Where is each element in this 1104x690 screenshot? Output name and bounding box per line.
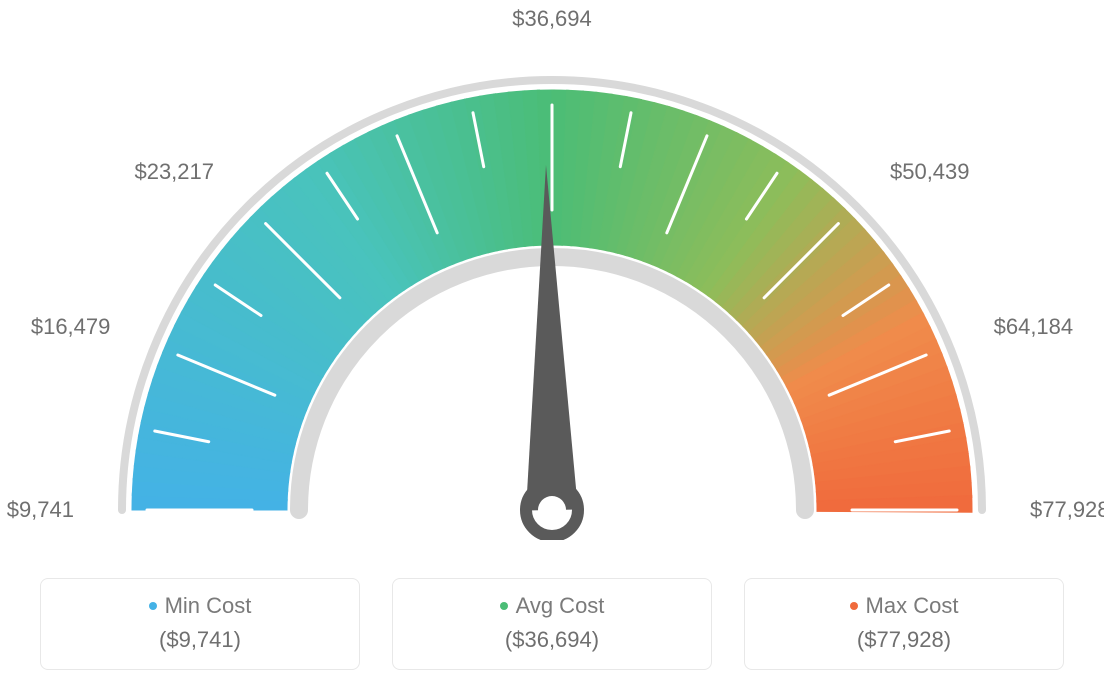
legend-label-max: Max Cost — [866, 593, 959, 619]
gauge-scale-label: $36,694 — [512, 6, 592, 32]
legend-card-min: Min Cost ($9,741) — [40, 578, 360, 670]
legend-value-min: ($9,741) — [41, 627, 359, 653]
legend-card-avg: Avg Cost ($36,694) — [392, 578, 712, 670]
legend-value-avg: ($36,694) — [393, 627, 711, 653]
gauge-scale-label: $23,217 — [134, 159, 214, 185]
gauge-scale-label: $9,741 — [7, 497, 74, 523]
legend-title-max: Max Cost — [745, 593, 1063, 619]
legend-row: Min Cost ($9,741) Avg Cost ($36,694) Max… — [0, 578, 1104, 670]
legend-dot-max — [850, 602, 858, 610]
legend-title-min: Min Cost — [41, 593, 359, 619]
legend-value-max: ($77,928) — [745, 627, 1063, 653]
gauge-scale-label: $77,928 — [1030, 497, 1104, 523]
legend-card-max: Max Cost ($77,928) — [744, 578, 1064, 670]
legend-dot-min — [149, 602, 157, 610]
legend-label-min: Min Cost — [165, 593, 252, 619]
gauge-scale-label: $64,184 — [994, 314, 1074, 340]
legend-label-avg: Avg Cost — [516, 593, 605, 619]
legend-title-avg: Avg Cost — [393, 593, 711, 619]
cost-gauge-chart: $9,741 $16,479 $23,217 $36,694 $50,439 $64,18… — [0, 0, 1104, 540]
gauge-svg — [0, 0, 1104, 540]
legend-dot-avg — [500, 602, 508, 610]
gauge-scale-label: $50,439 — [890, 159, 970, 185]
gauge-scale-label: $16,479 — [31, 314, 111, 340]
